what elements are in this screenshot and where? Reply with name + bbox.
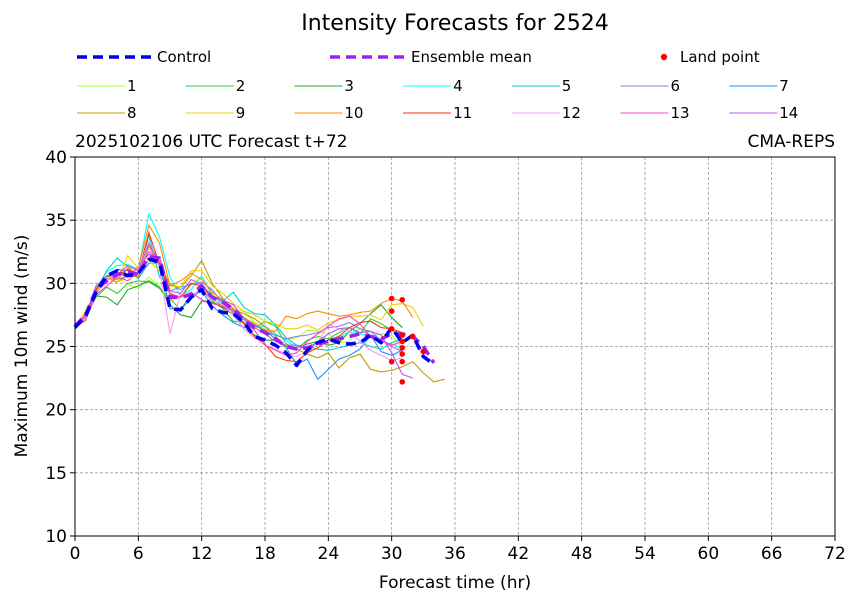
member-line: [74, 245, 445, 383]
x-tick-label: 72: [824, 544, 846, 564]
land-point: [399, 296, 406, 303]
x-tick-label: 42: [508, 544, 530, 564]
legend-member-label: 2: [236, 77, 246, 95]
land-point: [388, 358, 395, 365]
legend-member-label: 11: [453, 104, 472, 122]
legend-member-label: 10: [344, 104, 363, 122]
y-tick-label: 10: [45, 527, 67, 547]
ensemble-mean-line: [73, 255, 436, 364]
x-axis-label: Forecast time (hr): [379, 573, 531, 593]
legend-member-label: 1: [127, 77, 137, 95]
legend-member-label: 13: [671, 104, 690, 122]
y-tick-label: 15: [45, 464, 67, 484]
x-tick-label: 12: [191, 544, 213, 564]
model-name: CMA-REPS: [747, 132, 835, 152]
member-line: [74, 212, 403, 349]
x-tick-label: 66: [761, 544, 783, 564]
member-line: [74, 242, 413, 379]
land-point: [409, 333, 416, 340]
legend-member-label: 9: [236, 104, 246, 122]
legend-member-label: 7: [779, 77, 789, 95]
y-tick-label: 20: [45, 401, 67, 421]
y-axis: 10 15 20 25 30 35 40: [45, 148, 75, 547]
member-line: [74, 250, 403, 356]
land-points: [388, 295, 427, 385]
x-axis: 0 6 12 18 24 30 36 42 48 54 60 66 72: [70, 536, 846, 564]
y-tick-label: 35: [45, 211, 67, 231]
legend-mean-label: Ensemble mean: [411, 48, 532, 66]
x-tick-label: 0: [70, 544, 81, 564]
land-point: [420, 348, 427, 355]
y-axis-label: Maximum 10m wind (m/s): [12, 235, 32, 458]
x-tick-label: 60: [698, 544, 720, 564]
land-point: [399, 338, 406, 345]
land-point: [388, 308, 395, 314]
land-point: [399, 351, 406, 357]
x-tick-label: 36: [444, 544, 466, 564]
member-line: [74, 275, 403, 349]
member-line: [74, 254, 424, 331]
y-tick-label: 40: [45, 148, 67, 168]
legend-member-label: 5: [562, 77, 572, 95]
member-line: [74, 235, 403, 351]
land-point: [399, 358, 406, 365]
member-line: [74, 223, 414, 332]
x-tick-label: 24: [318, 544, 340, 564]
grid: [75, 157, 835, 536]
legend-land-label: Land point: [680, 48, 760, 66]
land-point: [399, 332, 406, 338]
x-tick-label: 6: [133, 544, 144, 564]
legend-member-label: 4: [453, 77, 463, 95]
land-point: [388, 295, 395, 302]
x-tick-label: 30: [381, 544, 403, 564]
y-tick-label: 30: [45, 274, 67, 294]
legend-member-label: 8: [127, 104, 137, 122]
land-point: [399, 379, 406, 385]
legend-land-marker: [660, 53, 668, 61]
x-tick-label: 18: [254, 544, 276, 564]
legend-member-label: 14: [779, 104, 798, 122]
x-tick-label: 48: [571, 544, 593, 564]
land-point: [388, 326, 395, 332]
legend-member-label: 12: [562, 104, 581, 122]
legend-member-label: 3: [344, 77, 354, 95]
legend-member-label: 6: [671, 77, 681, 95]
legend-control-label: Control: [157, 48, 211, 66]
main-lines: [73, 255, 436, 368]
chart-title: Intensity Forecasts for 2524: [301, 11, 609, 36]
land-point: [399, 344, 406, 351]
x-tick-label: 54: [634, 544, 656, 564]
y-tick-label: 25: [45, 338, 67, 358]
forecast-info: 2025102106 UTC Forecast t+72: [75, 132, 348, 152]
